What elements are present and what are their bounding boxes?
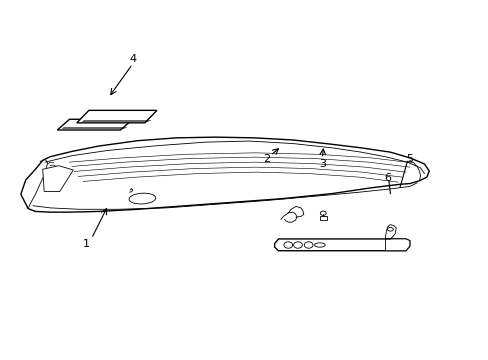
- Ellipse shape: [386, 228, 392, 231]
- Text: 1: 1: [83, 239, 90, 249]
- Polygon shape: [57, 119, 132, 130]
- Text: 5: 5: [406, 154, 412, 163]
- Polygon shape: [77, 111, 157, 123]
- Ellipse shape: [314, 243, 325, 247]
- Polygon shape: [21, 137, 428, 212]
- Polygon shape: [42, 166, 73, 192]
- Text: 4: 4: [129, 54, 136, 64]
- Text: 2: 2: [262, 154, 269, 163]
- Polygon shape: [274, 239, 409, 251]
- Text: 6: 6: [384, 173, 390, 183]
- Text: 3: 3: [318, 159, 325, 169]
- Ellipse shape: [129, 193, 155, 204]
- Polygon shape: [319, 216, 326, 220]
- Polygon shape: [385, 225, 409, 251]
